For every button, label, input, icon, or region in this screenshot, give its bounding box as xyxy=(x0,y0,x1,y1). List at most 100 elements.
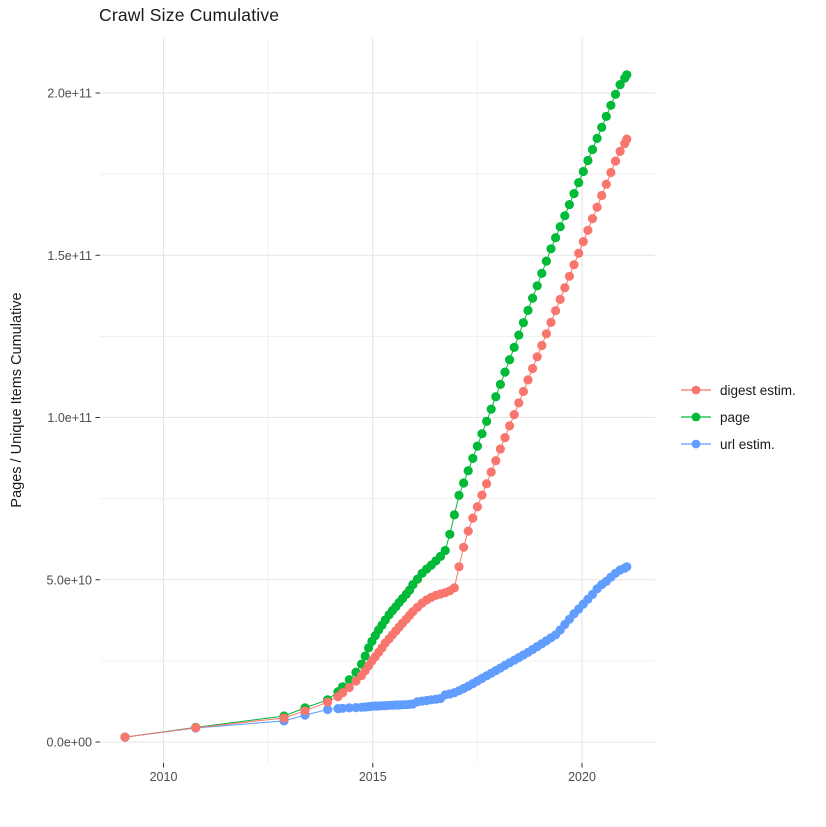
data-point xyxy=(541,256,552,266)
data-point xyxy=(537,340,547,351)
data-point xyxy=(486,404,496,414)
data-point xyxy=(560,211,570,221)
data-point xyxy=(551,233,561,243)
data-point xyxy=(323,697,333,707)
x-tick-label: 2020 xyxy=(568,770,596,784)
data-point xyxy=(495,379,505,389)
legend-key-digest-estim xyxy=(681,385,711,395)
data-point xyxy=(606,167,616,178)
data-point xyxy=(610,89,621,99)
data-point xyxy=(445,529,455,539)
data-point xyxy=(459,542,469,552)
data-point xyxy=(564,200,575,210)
data-point xyxy=(323,704,333,715)
series-url-estim xyxy=(120,562,632,742)
data-point xyxy=(509,410,519,420)
data-point xyxy=(454,490,464,500)
axis-ticks: 2010 2015 2020 0.0e+00 5.0e+10 1.0e+11 1.5e+11… xyxy=(46,87,595,785)
data-point xyxy=(505,355,515,365)
series-digest-estim xyxy=(120,134,632,742)
gridlines xyxy=(100,38,655,763)
y-tick-label: 2.0e+11 xyxy=(47,87,92,101)
y-tick-label: 1.0e+11 xyxy=(47,411,92,425)
data-point xyxy=(574,248,584,258)
data-point xyxy=(472,441,482,451)
data-point xyxy=(120,732,130,742)
data-point xyxy=(523,375,533,385)
data-point xyxy=(514,330,524,340)
data-point xyxy=(564,271,575,281)
data-point xyxy=(578,237,588,247)
data-point xyxy=(360,651,370,661)
data-point xyxy=(454,562,464,572)
data-point xyxy=(583,155,593,166)
data-point xyxy=(615,146,625,156)
data-point xyxy=(344,703,354,713)
data-point xyxy=(592,133,602,143)
legend-item-url-estim: url estim. xyxy=(679,435,796,453)
data-point xyxy=(587,144,598,155)
data-point xyxy=(505,421,515,431)
data-point xyxy=(440,545,450,556)
y-tick-label: 0.0e+00 xyxy=(46,736,92,750)
data-point xyxy=(191,723,201,733)
data-point xyxy=(532,281,542,291)
data-point xyxy=(583,225,593,235)
data-point xyxy=(482,416,492,426)
legend-label: digest estim. xyxy=(720,382,796,398)
data-point xyxy=(500,367,510,377)
data-point xyxy=(541,329,552,339)
legend-key-page xyxy=(681,412,711,422)
data-point xyxy=(569,189,579,199)
data-point xyxy=(610,156,621,166)
data-point xyxy=(569,260,579,270)
data-point xyxy=(523,305,533,315)
data-point xyxy=(537,268,547,278)
data-point xyxy=(592,202,602,212)
data-point xyxy=(615,80,625,90)
data-point xyxy=(449,510,459,520)
data-point xyxy=(606,100,616,110)
data-point xyxy=(449,583,459,593)
data-point xyxy=(555,222,565,232)
data-point xyxy=(601,179,611,189)
data-point xyxy=(477,490,487,500)
data-point xyxy=(518,318,529,328)
data-point xyxy=(578,166,588,177)
data-point xyxy=(546,244,556,254)
data-point xyxy=(477,429,487,439)
data-point xyxy=(491,456,501,466)
data-point xyxy=(338,688,348,698)
data-point xyxy=(622,134,632,144)
data-point xyxy=(491,392,501,402)
data-point xyxy=(622,562,632,572)
data-point xyxy=(459,478,469,488)
data-point xyxy=(468,513,478,523)
data-point xyxy=(279,713,289,723)
data-point xyxy=(300,706,310,716)
y-tick-label: 1.5e+11 xyxy=(47,249,92,263)
data-point xyxy=(528,293,538,303)
y-tick-label: 5.0e+10 xyxy=(46,573,92,587)
data-point xyxy=(472,502,482,512)
chart-title: Crawl Size Cumulative xyxy=(99,5,280,25)
data-point xyxy=(468,453,478,463)
data-point xyxy=(551,306,561,316)
data-point xyxy=(495,444,505,454)
data-point xyxy=(514,398,524,408)
data-point xyxy=(463,526,473,536)
legend-item-page: page xyxy=(679,408,796,426)
data-point xyxy=(509,342,519,352)
data-point xyxy=(555,294,565,304)
data-point xyxy=(528,363,538,374)
data-point xyxy=(587,214,598,224)
data-point xyxy=(597,122,607,132)
data-point xyxy=(597,190,607,201)
data-point xyxy=(601,111,611,121)
data-point xyxy=(344,682,354,693)
data-point xyxy=(486,467,496,477)
x-tick-label: 2015 xyxy=(359,770,387,784)
series-page xyxy=(120,70,632,742)
